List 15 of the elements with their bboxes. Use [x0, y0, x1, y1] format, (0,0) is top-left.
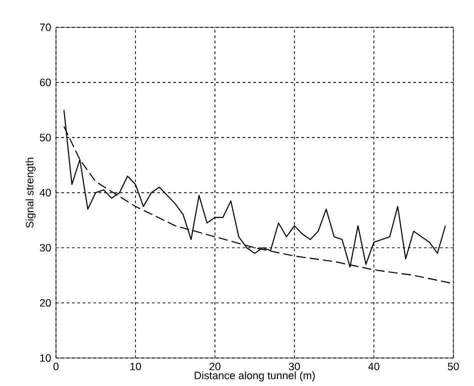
x-tick-label: 10	[130, 362, 141, 370]
y-axis-title: Signal strength	[26, 158, 36, 228]
y-tick-label: 40	[40, 188, 51, 196]
x-axis-title: Distance along tunnel (m)	[194, 371, 315, 382]
x-tick-label: 0	[53, 362, 59, 370]
x-tick-label: 50	[448, 362, 459, 370]
x-tick-label: 40	[368, 362, 380, 370]
y-tick-label: 60	[40, 78, 51, 86]
x-tick-label: 20	[210, 362, 220, 370]
y-tick-label: 70	[40, 24, 51, 32]
x-tick-label: 30	[288, 362, 300, 370]
y-tick-label: 50	[40, 134, 51, 142]
y-tick-label: 10	[40, 354, 51, 362]
y-tick-label: 20	[40, 299, 51, 307]
y-tick-label: 30	[40, 244, 51, 252]
